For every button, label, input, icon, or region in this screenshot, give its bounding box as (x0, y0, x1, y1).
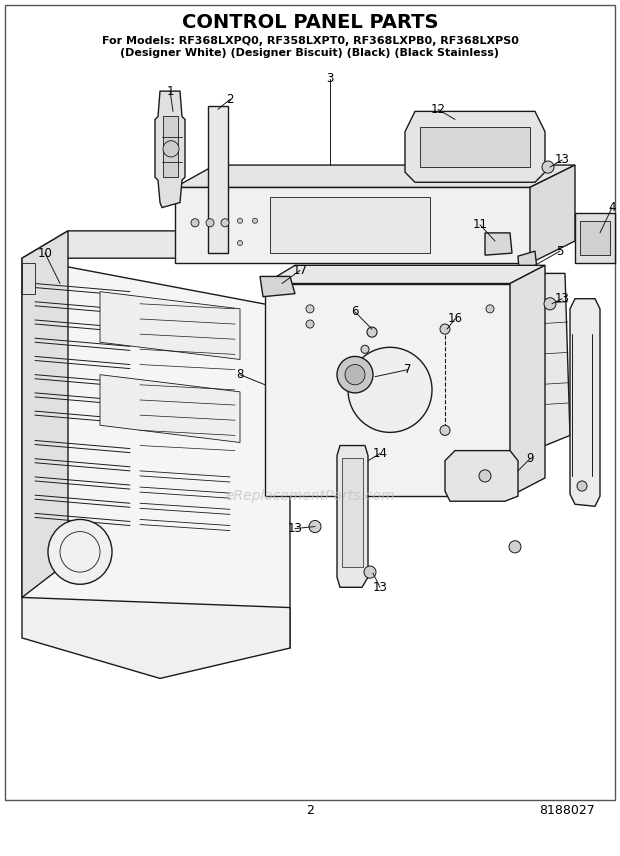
Circle shape (252, 218, 257, 223)
Polygon shape (575, 212, 615, 264)
Circle shape (542, 161, 554, 173)
Circle shape (361, 345, 369, 354)
Text: 3: 3 (326, 73, 334, 86)
Bar (460, 152, 480, 160)
Polygon shape (100, 375, 240, 443)
Circle shape (337, 356, 373, 393)
Polygon shape (155, 91, 185, 208)
Circle shape (237, 241, 242, 246)
Polygon shape (22, 259, 290, 648)
Circle shape (306, 305, 314, 313)
Text: 8188027: 8188027 (539, 804, 595, 817)
Polygon shape (175, 187, 530, 264)
Circle shape (48, 520, 112, 585)
Polygon shape (208, 106, 228, 253)
Circle shape (440, 324, 450, 334)
Polygon shape (163, 116, 178, 177)
Polygon shape (22, 231, 340, 259)
Circle shape (577, 481, 587, 491)
Circle shape (306, 320, 314, 328)
Circle shape (364, 566, 376, 578)
Circle shape (479, 470, 491, 482)
Text: CONTROL PANEL PARTS: CONTROL PANEL PARTS (182, 13, 438, 32)
Polygon shape (580, 221, 610, 255)
Text: 2: 2 (306, 804, 314, 817)
Polygon shape (445, 450, 518, 502)
Bar (450, 134, 464, 144)
Polygon shape (22, 231, 68, 597)
Text: 4: 4 (608, 201, 616, 214)
Polygon shape (260, 276, 295, 297)
Text: 2: 2 (226, 92, 234, 106)
Polygon shape (270, 198, 430, 253)
Text: 11: 11 (472, 218, 487, 231)
Circle shape (440, 425, 450, 436)
Polygon shape (342, 458, 363, 567)
Polygon shape (420, 127, 530, 167)
Text: 10: 10 (38, 247, 53, 259)
Bar (430, 152, 450, 160)
Polygon shape (22, 264, 35, 294)
Circle shape (309, 520, 321, 532)
Text: 17: 17 (293, 264, 308, 276)
Circle shape (367, 327, 377, 337)
Circle shape (206, 219, 214, 227)
Bar (490, 134, 504, 144)
Polygon shape (265, 265, 545, 283)
Circle shape (221, 219, 229, 227)
Circle shape (191, 219, 199, 227)
Polygon shape (570, 299, 600, 506)
Text: 8: 8 (236, 368, 244, 381)
Polygon shape (518, 251, 538, 282)
Polygon shape (100, 292, 240, 360)
Polygon shape (22, 597, 290, 679)
Text: 9: 9 (526, 452, 534, 465)
Circle shape (544, 298, 556, 310)
Polygon shape (265, 283, 510, 496)
Polygon shape (510, 265, 545, 496)
Bar (470, 134, 484, 144)
Bar (430, 134, 444, 144)
Polygon shape (405, 111, 545, 182)
Polygon shape (530, 273, 570, 445)
Text: 13: 13 (554, 153, 569, 166)
Text: 13: 13 (373, 581, 388, 594)
Text: 5: 5 (556, 245, 564, 258)
Text: 6: 6 (352, 306, 359, 318)
Circle shape (486, 305, 494, 313)
Text: 16: 16 (448, 312, 463, 325)
Text: eReplacementParts.com: eReplacementParts.com (225, 489, 395, 503)
Text: 13: 13 (288, 522, 303, 535)
Text: 14: 14 (373, 447, 388, 461)
Text: 13: 13 (554, 292, 569, 306)
Text: For Models: RF368LXPQ0, RF358LXPT0, RF368LXPB0, RF368LXPS0: For Models: RF368LXPQ0, RF358LXPT0, RF36… (102, 35, 518, 45)
Circle shape (237, 218, 242, 223)
Circle shape (163, 140, 179, 157)
Text: 7: 7 (404, 363, 412, 376)
Text: 12: 12 (430, 103, 446, 116)
Circle shape (345, 365, 365, 385)
Polygon shape (530, 165, 575, 264)
Polygon shape (175, 165, 575, 187)
Circle shape (509, 541, 521, 553)
Polygon shape (337, 445, 368, 587)
Polygon shape (485, 233, 512, 255)
Circle shape (348, 348, 432, 432)
Text: 1: 1 (166, 85, 174, 98)
Text: (Designer White) (Designer Biscuit) (Black) (Black Stainless): (Designer White) (Designer Biscuit) (Bla… (120, 48, 500, 57)
